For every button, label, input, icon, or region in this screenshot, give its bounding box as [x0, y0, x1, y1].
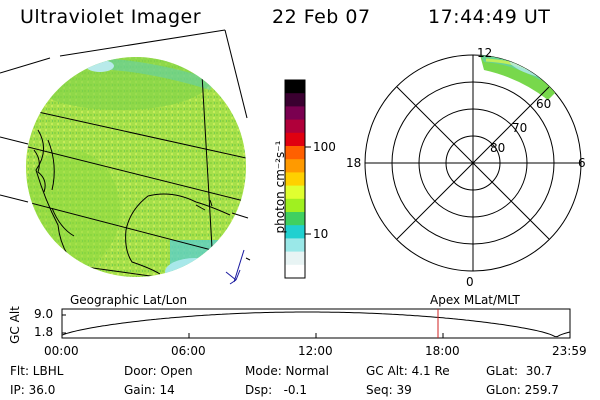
filter-info: Flt: LBHL: [10, 364, 64, 378]
gc-alt-max-label: 9.0: [34, 307, 54, 321]
gc-alt-axis-label: GC Alt: [8, 306, 22, 344]
color-scale-segment: [285, 185, 305, 200]
mlat-label-60: 60: [536, 97, 552, 111]
color-scale-segment: [285, 238, 305, 253]
geographic-grid-frame: [0, 29, 248, 119]
mlt-label-dusk: 18: [346, 156, 362, 170]
geographic-grid-title: Geographic Lat/Lon: [70, 293, 188, 307]
gain-info: Gain: 14: [124, 383, 175, 397]
gc-alt-info: GC Alt: 4.1 Re: [366, 364, 450, 378]
mlat-label-70: 70: [512, 121, 528, 135]
apex-grid-title: Apex MLat/MLT: [430, 293, 520, 307]
mlat-label-80: 80: [490, 141, 506, 155]
mode-info: Mode: Normal: [245, 364, 329, 378]
time-tick-0: 00:00: [44, 344, 79, 358]
color-scale-frame: [284, 79, 306, 279]
dsp-info: Dsp: -0.1: [245, 383, 308, 397]
color-scale-segment: [285, 80, 305, 94]
observation-date: 22 Feb 07: [272, 6, 371, 28]
glat-info: GLat: 30.7: [486, 364, 553, 378]
orbit-altitude-plot: [61, 308, 571, 339]
observation-time: 17:44:49 UT: [428, 6, 551, 28]
earth-emission-disk: [0, 57, 251, 277]
color-scale-segment: [285, 106, 305, 121]
color-scale-segment: [285, 264, 305, 279]
color-scale-segment: [285, 251, 305, 266]
time-tick-3: 18:00: [425, 344, 460, 358]
color-scale-bar: [285, 80, 305, 279]
color-scale-segment: [285, 146, 305, 160]
color-scale-segment: [285, 119, 305, 134]
door-info: Door: Open: [124, 364, 193, 378]
color-scale-segment: [285, 132, 305, 147]
gc-alt-min-label: 1.8: [34, 325, 54, 339]
instrument-title: Ultraviolet Imager: [20, 6, 202, 28]
color-tick-label-100: 100: [313, 140, 336, 154]
color-scale-segment: [285, 225, 305, 239]
orientation-arrow-icon: [225, 249, 245, 285]
seq-info: Seq: 39: [366, 383, 412, 397]
color-scale-segment: [285, 159, 305, 173]
time-tick-2: 12:00: [298, 344, 333, 358]
mlt-label-noon: 12: [477, 46, 493, 60]
ip-info: IP: 36.0: [10, 383, 56, 397]
color-scale-segment: [285, 198, 305, 213]
mlt-label-dawn: 6: [578, 156, 586, 170]
mlt-label-midnight: 0: [466, 275, 474, 289]
glon-info: GLon: 259.7: [486, 383, 559, 397]
color-tick-label-10: 10: [313, 227, 329, 241]
color-scale-segment: [285, 93, 305, 107]
color-scale-segment: [285, 212, 305, 226]
color-scale-unit-label: photon cm⁻²s⁻¹: [273, 140, 287, 234]
time-tick-1: 06:00: [171, 344, 206, 358]
time-tick-4: 23:59: [552, 344, 587, 358]
polar-mlt-dial: [364, 54, 582, 272]
color-scale-segment: [285, 172, 305, 187]
